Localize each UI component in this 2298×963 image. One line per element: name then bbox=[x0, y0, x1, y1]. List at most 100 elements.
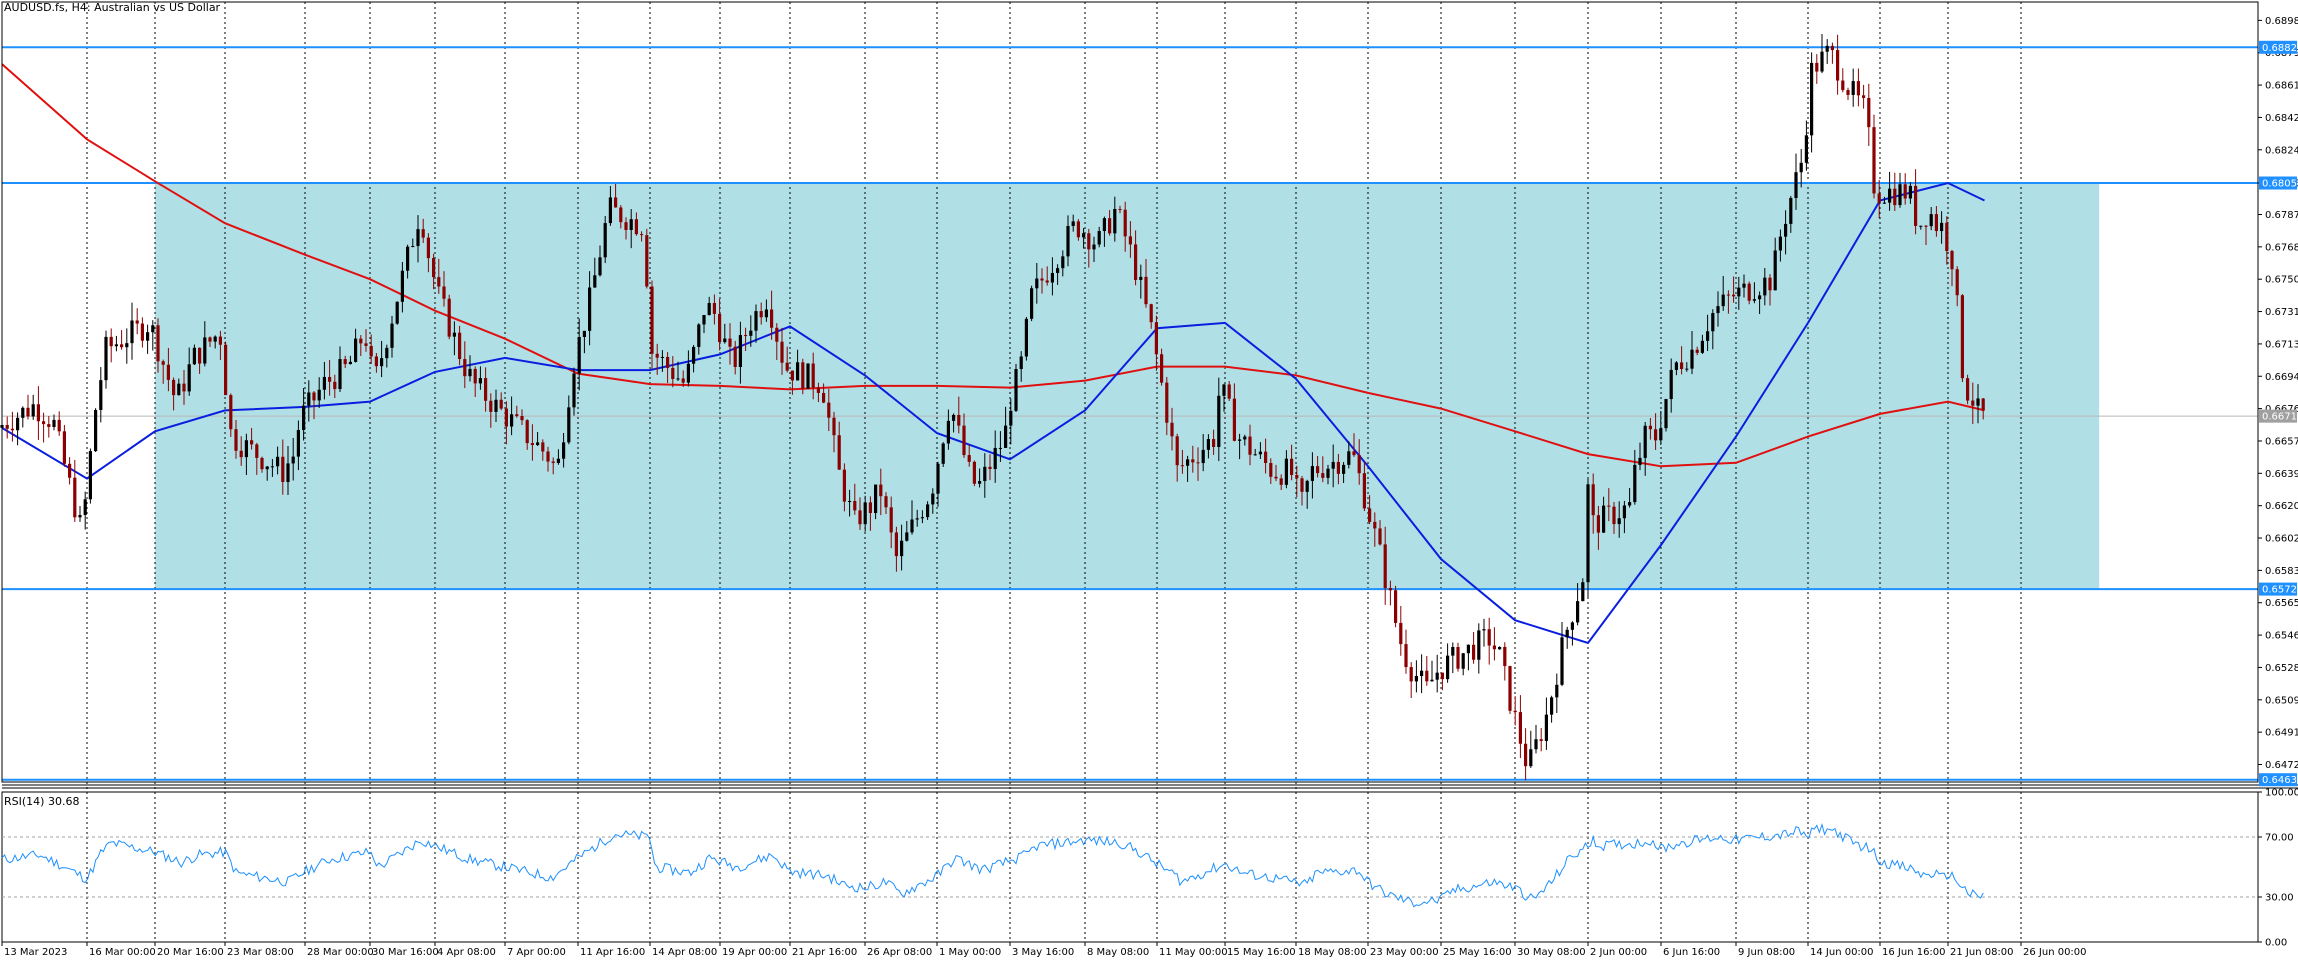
candle-bull bbox=[130, 320, 134, 344]
rsi-tick-label: 70.00 bbox=[2265, 833, 2294, 844]
candle-bear bbox=[218, 336, 222, 345]
candle-bear bbox=[842, 469, 846, 502]
candle-bear bbox=[1232, 398, 1236, 441]
candle-bull bbox=[468, 368, 472, 377]
candle-bear bbox=[1747, 283, 1751, 301]
candle-bull bbox=[738, 335, 742, 367]
candle-bull bbox=[1664, 399, 1668, 429]
candle-bear bbox=[1872, 127, 1876, 194]
candle-bear bbox=[801, 362, 805, 389]
candle-bull bbox=[931, 493, 935, 505]
candle-bull bbox=[926, 504, 930, 518]
candle-bear bbox=[894, 532, 898, 557]
candle-bear bbox=[1123, 209, 1127, 237]
candle-bear bbox=[198, 347, 202, 364]
candle-bear bbox=[780, 341, 784, 363]
price-axis[interactable]: 0.689800.687950.686100.684250.682400.680… bbox=[2258, 16, 2298, 771]
candle-bull bbox=[1763, 277, 1767, 296]
candle-bear bbox=[489, 400, 493, 412]
candle-bull bbox=[1711, 313, 1715, 332]
candle-bull bbox=[1576, 601, 1580, 623]
chart-frame bbox=[1, 1, 2298, 943]
rsi-label: RSI(14) 30.68 bbox=[4, 795, 79, 808]
candle-bear bbox=[1877, 193, 1881, 203]
candle-bull bbox=[900, 540, 904, 557]
time-tick-label: 30 May 08:00 bbox=[1517, 947, 1586, 958]
time-tick-label: 23 May 00:00 bbox=[1370, 947, 1439, 958]
candle-bear bbox=[551, 461, 555, 463]
candle-bull bbox=[1555, 684, 1559, 698]
candle-bear bbox=[1175, 436, 1179, 466]
candle-bear bbox=[109, 336, 113, 347]
candle-bear bbox=[1981, 398, 1985, 411]
candle-bull bbox=[317, 389, 321, 401]
candle-bear bbox=[1830, 45, 1834, 51]
candle-bear bbox=[10, 428, 14, 431]
time-tick-label: 11 May 00:00 bbox=[1159, 947, 1228, 958]
candle-bull bbox=[1534, 739, 1538, 750]
candle-bull bbox=[1929, 214, 1933, 227]
candle-bull bbox=[1742, 283, 1746, 288]
candle-bull bbox=[416, 229, 420, 247]
candle-bear bbox=[1472, 644, 1476, 660]
candle-bull bbox=[52, 419, 56, 427]
candle-bull bbox=[406, 246, 410, 271]
candle-bull bbox=[1056, 268, 1060, 273]
candle-bear bbox=[759, 311, 763, 318]
candle-bear bbox=[312, 392, 316, 401]
candle-bull bbox=[1019, 356, 1023, 370]
candle-bear bbox=[1290, 458, 1294, 475]
candle-bull bbox=[608, 197, 612, 224]
candle-bear bbox=[1654, 429, 1658, 441]
candle-bear bbox=[369, 345, 373, 357]
candle-bear bbox=[972, 461, 976, 484]
candle-bear bbox=[712, 302, 716, 314]
candle-bear bbox=[1165, 382, 1169, 423]
candle-bear bbox=[1108, 218, 1112, 234]
candle-bull bbox=[286, 463, 290, 482]
candle-bear bbox=[634, 219, 638, 235]
rsi-panel: 100.00 70.00 30.00 0.00 bbox=[1, 788, 2298, 949]
candle-bull bbox=[1066, 226, 1070, 257]
candle-bear bbox=[1248, 436, 1252, 455]
candle-bear bbox=[1394, 590, 1398, 623]
candle-bull bbox=[764, 309, 768, 318]
level-price-badge-bg bbox=[2259, 773, 2297, 787]
candle-bull bbox=[1331, 461, 1335, 469]
candle-bear bbox=[224, 344, 228, 396]
rsi-tick-label: 0.00 bbox=[2265, 938, 2287, 949]
time-tick-label: 21 Apr 16:00 bbox=[792, 947, 857, 958]
time-tick-label: 15 May 16:00 bbox=[1227, 947, 1296, 958]
candle-bear bbox=[1768, 277, 1772, 291]
candle-bear bbox=[770, 309, 774, 328]
candle-bull bbox=[1804, 135, 1808, 163]
price-tick-label: 0.65835 bbox=[2265, 566, 2298, 577]
candle-bull bbox=[686, 363, 690, 383]
time-tick-label: 16 Jun 16:00 bbox=[1882, 947, 1946, 958]
candle-bear bbox=[5, 424, 9, 429]
candle-bull bbox=[1035, 278, 1039, 289]
candle-bull bbox=[676, 378, 680, 380]
candle-bull bbox=[1009, 410, 1013, 426]
candle-bear bbox=[166, 364, 170, 380]
candle-bear bbox=[744, 335, 748, 337]
candle-bear bbox=[229, 395, 233, 430]
candle-bear bbox=[832, 417, 836, 436]
candle-bear bbox=[442, 286, 446, 299]
time-tick-label: 9 Jun 08:00 bbox=[1738, 947, 1795, 958]
time-tick-label: 28 Mar 00:00 bbox=[307, 947, 374, 958]
horizontal-levels[interactable] bbox=[2, 46, 2258, 781]
time-axis[interactable]: 13 Mar 2023 16 Mar 00:00 20 Mar 16:00 23 Ma… bbox=[1, 942, 2087, 958]
candle-bull bbox=[562, 442, 566, 459]
candle-bear bbox=[1227, 384, 1231, 399]
rsi-tick-label: 100.00 bbox=[2265, 788, 2298, 799]
candle-bear bbox=[484, 378, 488, 401]
candle-bear bbox=[1893, 188, 1897, 206]
candle-bear bbox=[172, 379, 176, 396]
candle-bull bbox=[244, 440, 248, 458]
candle-bear bbox=[421, 229, 425, 238]
